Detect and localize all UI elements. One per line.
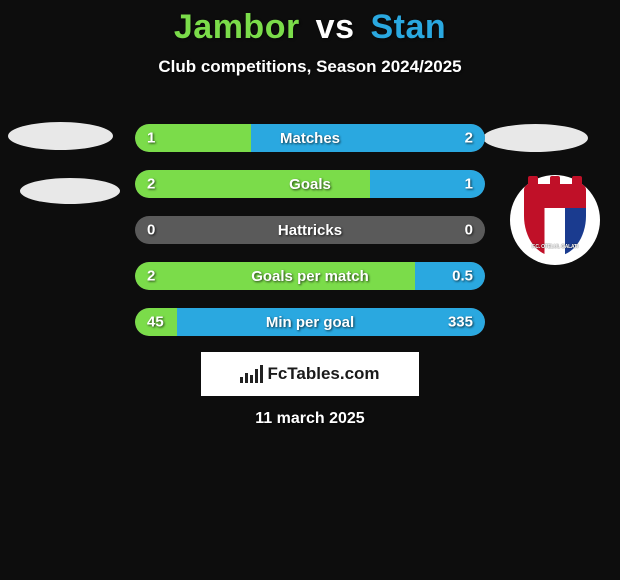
stat-right-value: 2 xyxy=(465,130,473,147)
barchart-icon xyxy=(240,365,263,383)
player2-club-crest: F.C. OTELUL GALATI xyxy=(510,175,600,265)
subtitle: Club competitions, Season 2024/2025 xyxy=(0,57,620,77)
player1-name: Jambor xyxy=(174,8,300,46)
stat-left-value: 0 xyxy=(147,222,155,239)
stat-left-value: 2 xyxy=(147,268,155,285)
stat-left-value: 45 xyxy=(147,314,164,331)
date-label: 11 march 2025 xyxy=(0,410,620,428)
stat-row: 2 0.5 Goals per match xyxy=(135,262,485,290)
stat-label: Hattricks xyxy=(278,222,342,239)
stat-left-value: 1 xyxy=(147,130,155,147)
player2-name: Stan xyxy=(370,8,446,46)
stat-row: 0 0 Hattricks xyxy=(135,216,485,244)
player2-flag-placeholder xyxy=(483,124,588,152)
stat-row: 45 335 Min per goal xyxy=(135,308,485,336)
stat-right-value: 0.5 xyxy=(452,268,473,285)
stat-bars: 1 2 Matches 2 1 Goals 0 0 Hattricks 2 0.5 Goals per… xyxy=(135,124,485,354)
stat-label: Matches xyxy=(280,130,340,147)
player1-club-placeholder xyxy=(20,178,120,204)
stat-row: 2 1 Goals xyxy=(135,170,485,198)
player1-flag-placeholder xyxy=(8,122,113,150)
stat-label: Min per goal xyxy=(266,314,354,331)
stat-right-value: 0 xyxy=(465,222,473,239)
fctables-watermark: FcTables.com xyxy=(201,352,419,396)
stat-label: Goals per match xyxy=(251,268,369,285)
stat-label: Goals xyxy=(289,176,331,193)
stat-right-value: 1 xyxy=(465,176,473,193)
crest-label: F.C. OTELUL GALATI xyxy=(524,244,586,250)
stat-row: 1 2 Matches xyxy=(135,124,485,152)
stat-left-value: 2 xyxy=(147,176,155,193)
fctables-text: FcTables.com xyxy=(267,364,379,384)
stat-right-value: 335 xyxy=(448,314,473,331)
comparison-title: Jambor vs Stan xyxy=(0,0,620,47)
vs-text: vs xyxy=(316,8,355,46)
